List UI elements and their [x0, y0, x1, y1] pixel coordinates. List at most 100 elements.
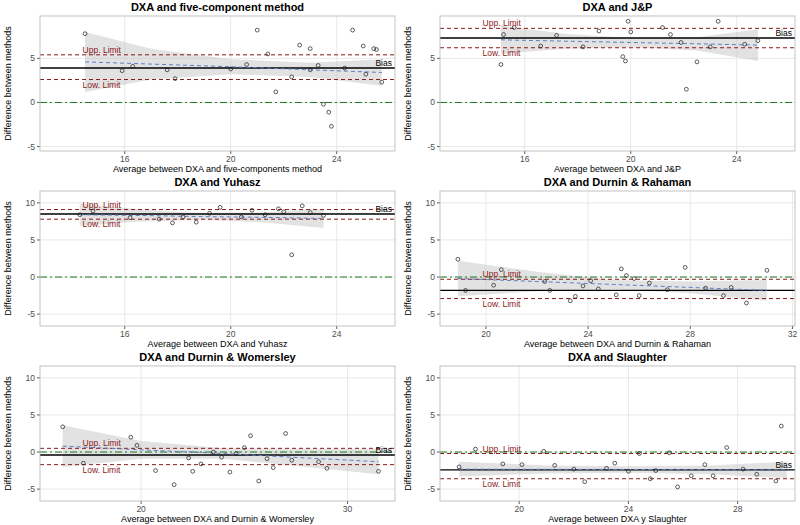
tick: [37, 102, 40, 103]
chart-title: DXA and J&P: [583, 1, 653, 13]
data-point: [704, 286, 708, 290]
data-point: [245, 63, 249, 67]
data-point: [573, 294, 577, 298]
tick: [37, 277, 40, 278]
data-point: [317, 460, 321, 464]
data-point: [173, 77, 177, 81]
reference-label: Upp. Limit: [83, 45, 122, 55]
data-point: [722, 294, 726, 298]
tick-label: 0: [30, 447, 35, 457]
data-point: [308, 47, 312, 51]
tick-label: 20: [226, 154, 236, 164]
data-point: [684, 87, 688, 91]
plot-frame: [40, 16, 395, 151]
data-point: [711, 474, 715, 478]
data-point: [187, 456, 191, 460]
data-point: [741, 467, 745, 471]
grid-line: [40, 489, 395, 490]
tick: [437, 489, 440, 490]
grid-line: [440, 239, 795, 240]
plot-area: [440, 366, 795, 501]
data-point: [316, 64, 320, 68]
panel: 202428-50510BiasUpp. LimitLow. LimitDXA …: [403, 351, 795, 524]
tick: [37, 202, 40, 203]
data-point: [128, 216, 132, 220]
reference-label: Low. Limit: [83, 219, 121, 229]
tick-label: 5: [430, 53, 435, 63]
reference-label: Bias: [375, 58, 392, 68]
grid-line: [440, 102, 795, 103]
grid-line: [440, 377, 795, 378]
grid-line: [40, 239, 395, 240]
tick-label: 24: [732, 154, 742, 164]
data-point: [165, 68, 169, 72]
data-point: [300, 204, 304, 208]
data-point: [263, 213, 267, 217]
tick: [437, 314, 440, 315]
data-point: [91, 209, 95, 213]
reference-label: Bias: [775, 28, 792, 38]
data-point: [614, 293, 618, 297]
y-axis-label: Difference between methods: [3, 376, 13, 491]
grid-line: [588, 191, 589, 326]
data-point: [325, 466, 329, 470]
y-axis-label: Difference between methods: [403, 26, 413, 141]
y-axis-label: Difference between methods: [403, 376, 413, 491]
data-point: [624, 59, 628, 63]
y-axis-label: Difference between methods: [3, 26, 13, 141]
tick-label: 0: [430, 97, 435, 107]
data-point: [464, 288, 468, 292]
fit-line: [63, 446, 379, 462]
data-point: [648, 477, 652, 481]
data-point: [157, 217, 161, 221]
reference-line: [440, 102, 795, 103]
plot-frame: [440, 191, 795, 326]
grid-line: [628, 366, 629, 501]
confidence-band: [85, 32, 382, 92]
tick-label: 5: [430, 235, 435, 245]
reference-line: [40, 277, 395, 278]
grid-line: [230, 16, 231, 151]
data-point: [249, 434, 253, 438]
data-point: [625, 274, 629, 278]
tick-label: 20: [481, 329, 491, 339]
grid-line: [40, 146, 395, 147]
data-point: [308, 211, 312, 215]
y-axis-label: Difference between methods: [403, 201, 413, 316]
tick: [437, 102, 440, 103]
data-layer: [440, 19, 795, 102]
fit-line: [458, 279, 767, 291]
tick: [437, 58, 440, 59]
plot-frame: [440, 16, 795, 151]
reference-line: [40, 452, 395, 453]
data-point: [637, 452, 641, 456]
tick: [37, 146, 40, 147]
data-layer: [40, 425, 395, 487]
data-point: [708, 45, 712, 49]
chart-title: DXA and Durnin & Womersley: [139, 351, 296, 363]
reference-label: Bias: [375, 204, 392, 214]
data-point: [220, 455, 224, 459]
reference-label: Low. Limit: [483, 48, 521, 58]
reference-label: Low. Limit: [83, 465, 121, 475]
tick-label: 0: [430, 272, 435, 282]
data-point: [322, 214, 326, 218]
chart-title: DXA and five-component method: [131, 1, 304, 13]
data-point: [543, 280, 547, 284]
data-point: [667, 451, 671, 455]
data-point: [597, 29, 601, 33]
reference-label: Upp. Limit: [483, 444, 522, 454]
data-point: [695, 60, 699, 64]
grid-line: [141, 366, 142, 501]
data-point: [266, 52, 270, 56]
x-axis-label: Average between DXA y Slaughter: [548, 514, 686, 524]
tick-label: 20: [136, 504, 146, 514]
data-point: [322, 102, 326, 106]
data-point: [255, 28, 259, 32]
data-point: [308, 68, 312, 72]
data-point: [199, 462, 203, 466]
data-point: [171, 221, 175, 225]
confidence-band: [63, 425, 379, 474]
data-point: [250, 208, 254, 212]
data-point: [502, 33, 506, 37]
